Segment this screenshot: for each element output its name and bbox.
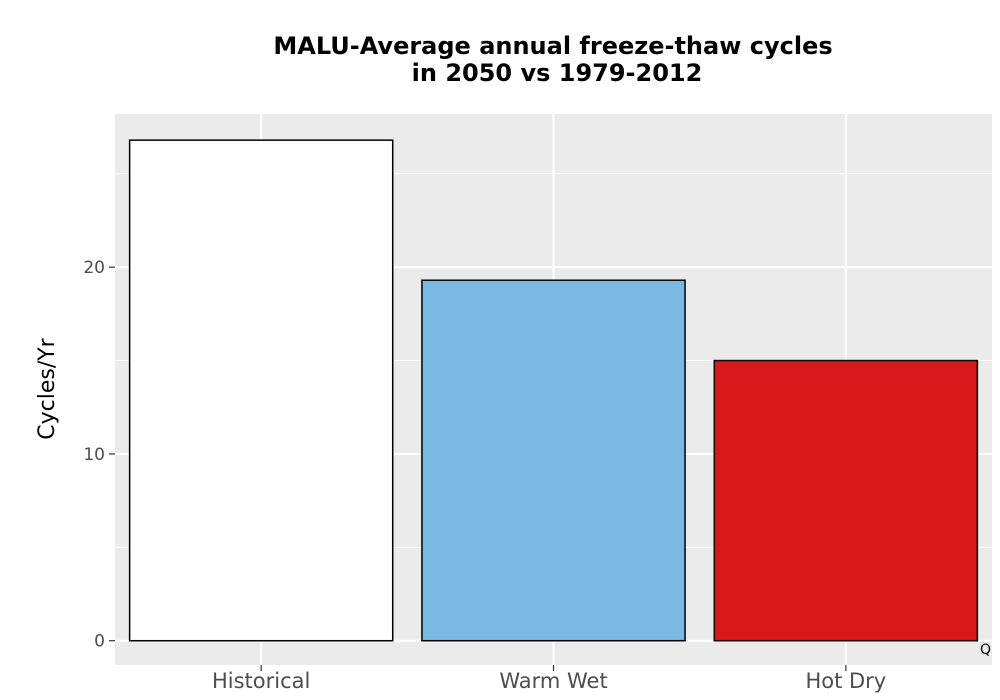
x-tick-label: Historical	[212, 669, 310, 693]
y-axis-ticks: 0 10 20	[83, 258, 115, 652]
bars	[128, 139, 979, 642]
x-axis-ticks: Historical Warm Wet Hot Dry	[212, 665, 886, 693]
y-tick-label: 20	[83, 258, 105, 278]
bar-historical	[128, 139, 394, 642]
y-tick-label: 0	[94, 632, 105, 652]
bar-warm-wet	[421, 279, 686, 642]
chart-title-line-2: in 2050 vs 1979-2012	[412, 59, 703, 87]
y-axis-title: Cycles/Yr	[35, 337, 60, 439]
chart-title-line-1: MALU-Average annual freeze-thaw cycles	[273, 32, 832, 60]
x-tick-label: Hot Dry	[805, 669, 886, 693]
x-tick-label: Warm Wet	[499, 669, 607, 693]
bar-hot-dry	[713, 359, 979, 642]
corner-note: Q	[980, 642, 991, 658]
y-tick-label: 10	[83, 445, 105, 465]
